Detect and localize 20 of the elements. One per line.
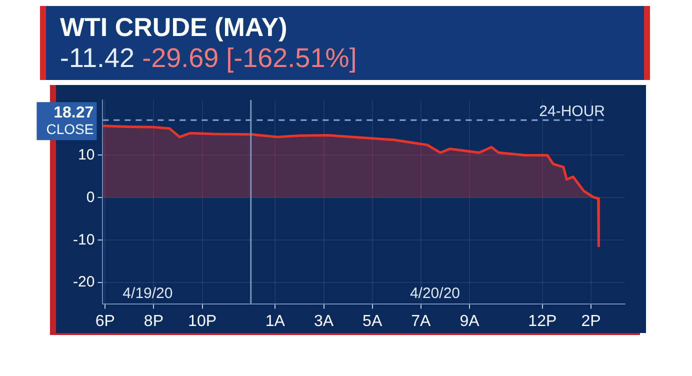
annotation: 4/19/20 [122,284,173,302]
chart-title: WTI CRUDE (MAY) [60,12,288,43]
y-tick-label: -10 [72,231,95,248]
x-tick-label: 12P [528,312,557,330]
x-tick-label: 7A [411,312,432,330]
ref-line-label: 18.27 CLOSE [46,104,94,137]
annotation: 4/20/20 [410,284,460,302]
y-tick-label: -20 [72,274,95,291]
x-tick-label: 9A [460,312,480,330]
x-tick-label: 1A [265,312,286,330]
x-tick-label: 5A [362,312,382,330]
y-tick-label: 10 [78,146,95,164]
annotation: 24-HOUR [539,103,606,120]
x-tick-label: 10P [188,312,217,330]
x-tick-label: 3A [314,312,334,330]
x-tick-label: 2P [581,312,601,330]
chart-subtitle: -11.42 -29.69 [-162.51%] [60,43,357,73]
x-tick-label: 6P [95,312,115,330]
y-tick-label: 0 [86,188,95,206]
x-tick-label: 8P [144,312,164,330]
